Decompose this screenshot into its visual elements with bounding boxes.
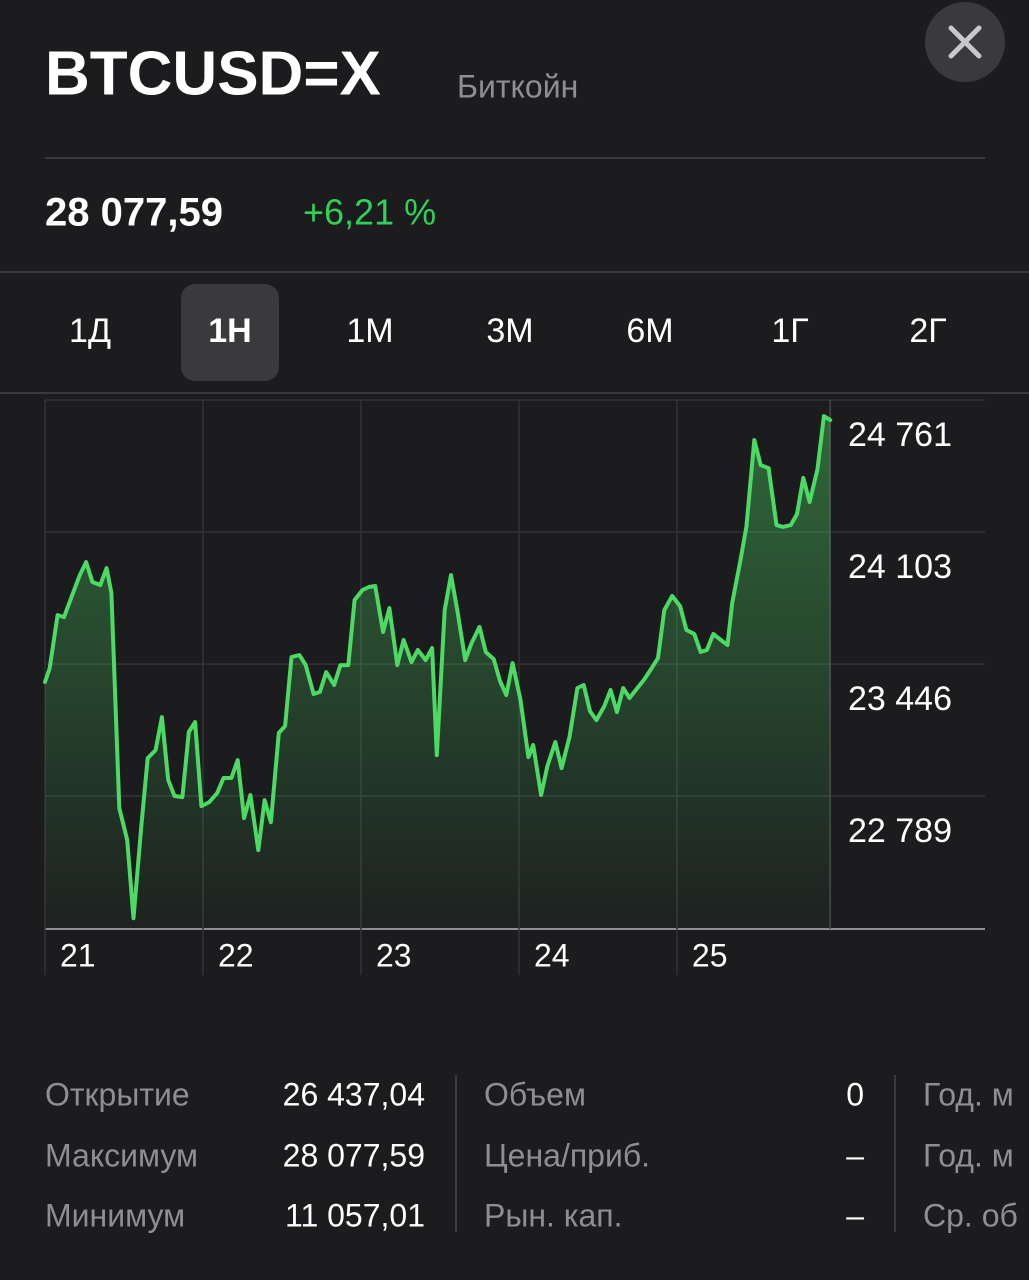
stat-label: Открытие <box>45 1076 190 1112</box>
subtitle: Биткойн <box>457 68 578 104</box>
x-tick-label: 21 <box>60 937 96 973</box>
stat-value: 0 <box>846 1076 864 1112</box>
line <box>43 414 833 921</box>
tab-selected[interactable] <box>181 284 279 381</box>
x-tick-label: 25 <box>692 937 728 973</box>
tab[interactable]: 3М <box>486 312 533 350</box>
tab[interactable]: 1Н <box>208 312 251 350</box>
y-tick-label: 22 789 <box>848 812 952 850</box>
change: +6,21 % <box>303 192 436 233</box>
title: BTCUSD=X <box>45 39 381 108</box>
stat-label: Объем <box>484 1076 586 1112</box>
tab[interactable]: 1Г <box>771 312 808 350</box>
stat-label: Год. м <box>923 1137 1014 1173</box>
tab[interactable]: 1Д <box>69 312 111 350</box>
stat-value: 28 077,59 <box>283 1137 425 1173</box>
tab[interactable]: 6М <box>626 312 673 350</box>
y-tick-label: 24 761 <box>848 416 952 454</box>
stat-label: Минимум <box>45 1197 185 1233</box>
x-tick-label: 24 <box>534 937 570 973</box>
price: 28 077,59 <box>45 191 223 235</box>
y-tick-label: 24 103 <box>848 548 952 586</box>
stat-label: Ср. об <box>923 1197 1018 1233</box>
stat-value: 26 437,04 <box>283 1076 425 1112</box>
stat-value: 11 057,01 <box>285 1197 425 1233</box>
x-tick-label: 22 <box>218 937 254 973</box>
x-tick-label: 23 <box>376 937 412 973</box>
stat-label: Цена/приб. <box>484 1137 650 1173</box>
close-button[interactable] <box>925 2 1005 82</box>
stat-label: Рын. кап. <box>484 1197 623 1233</box>
stat-label: Год. м <box>923 1076 1014 1112</box>
stat-value: – <box>846 1137 864 1173</box>
close-icon[interactable] <box>948 25 982 59</box>
stat-value: – <box>846 1197 864 1233</box>
y-tick-label: 23 446 <box>848 680 952 718</box>
tab[interactable]: 1М <box>346 312 393 350</box>
stat-label: Максимум <box>45 1137 198 1173</box>
tab[interactable]: 2Г <box>909 312 946 350</box>
